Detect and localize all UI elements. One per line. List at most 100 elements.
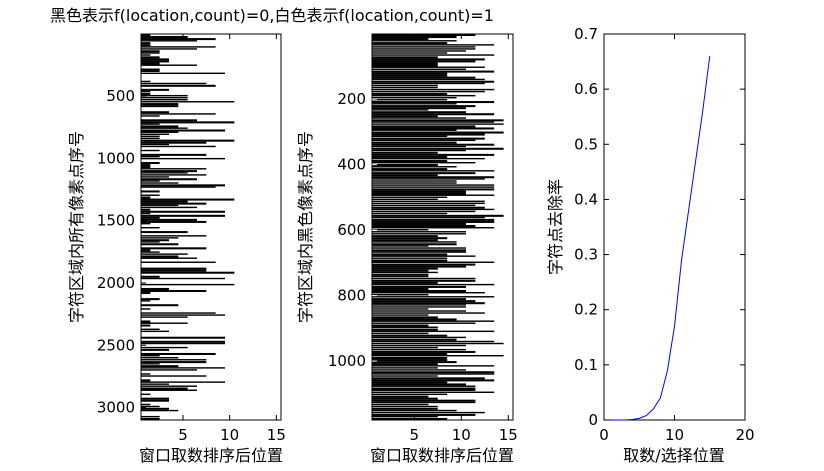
heatmap-all-pixels-row-run <box>141 239 169 242</box>
heatmap-black-pixels-row-run <box>372 304 466 306</box>
heatmap-black-pixels-row-run <box>372 385 476 387</box>
removal-rate-panel: 0 10 20 0 0.1 0.2 0.3 0.4 0.5 0.6 0.7 取数/选择位置 字符点… <box>546 25 755 465</box>
heatmap-all-pixels-row-run <box>141 330 169 333</box>
heatmap-all-pixels-row-run <box>141 44 151 47</box>
heatmap-black-pixels-row-run <box>372 411 485 414</box>
heatmap-black-pixels-row-run <box>372 324 429 327</box>
heatmap-black-pixels-row-run <box>372 263 476 266</box>
heatmap-black-pixels-row-run <box>372 407 438 410</box>
heatmap-all-pixels-row-run <box>141 251 160 253</box>
heatmap-black-pixels-row-run <box>372 415 438 418</box>
heatmap-black-pixels-y-tick-label: 200 <box>337 90 366 108</box>
heatmap-black-pixels-row-run <box>372 292 485 294</box>
heatmap-black-pixels-row-run <box>372 159 448 162</box>
heatmap-all-pixels-row-run <box>141 84 216 87</box>
heatmap-all-pixels-row-run <box>141 56 160 59</box>
heatmap-black-pixels-row-run <box>372 369 466 371</box>
heatmap-black-pixels-row-run <box>372 314 429 316</box>
heatmap-black-pixels-row-run <box>372 96 457 99</box>
removal-rate-y-tick-label: 0.6 <box>574 80 598 98</box>
heatmap-all-pixels-row-run <box>141 184 225 187</box>
heatmap-all-pixels-row-run <box>141 243 179 246</box>
heatmap-black-pixels-row-run <box>372 115 438 118</box>
heatmap-all-pixels-row-run <box>141 346 188 349</box>
heatmap-all-pixels-row-run <box>141 164 151 167</box>
heatmap-all-pixels-row-run <box>141 304 179 307</box>
heatmap-black-pixels-row-run <box>372 66 485 68</box>
heatmap-all-pixels-row-run <box>141 111 169 114</box>
heatmap-black-pixels-row-run <box>372 340 495 343</box>
heatmap-black-pixels-row-run <box>372 58 485 61</box>
heatmap-black-pixels-row-run <box>372 139 476 142</box>
heatmap-all-pixels-y-tick-label: 500 <box>106 87 135 105</box>
heatmap-black-pixels-row-run <box>372 68 466 70</box>
heatmap-black-pixels-row-run <box>372 133 485 136</box>
heatmap-black-pixels-row-run <box>372 46 476 48</box>
heatmap-black-pixels-row-run <box>372 283 495 286</box>
heatmap-all-pixels-row-run <box>141 182 179 184</box>
heatmap-all-pixels-row-run <box>141 373 151 375</box>
heatmap-black-pixels-row-run <box>372 117 466 119</box>
heatmap-all-pixels-row-run <box>141 137 160 140</box>
heatmap-black-pixels-row-run <box>372 273 429 276</box>
heatmap-black-pixels-row-run <box>372 192 466 195</box>
heatmap-black-pixels-row-run <box>372 208 495 211</box>
heatmap-black-pixels-row-run <box>372 42 448 45</box>
heatmap-black-pixels-row-run <box>372 48 476 50</box>
heatmap-black-pixels-row-run <box>372 271 438 274</box>
heatmap-black-pixels-row-run <box>372 391 495 393</box>
heatmap-all-pixels-row-run <box>141 52 160 54</box>
removal-rate-x-tick-label: 20 <box>735 426 754 444</box>
heatmap-black-pixels-row-run <box>372 180 457 182</box>
heatmap-black-pixels-y-tick-label: 800 <box>337 287 366 305</box>
removal-rate-x-ticks: 0 10 20 <box>599 34 755 444</box>
heatmap-all-pixels-row-run <box>141 145 216 148</box>
heatmap-black-pixels-row-run <box>372 328 438 331</box>
heatmap-black-pixels-row-run <box>372 216 485 219</box>
heatmap-all-pixels-row-run <box>141 253 188 255</box>
heatmap-black-pixels-row-run <box>372 153 495 156</box>
removal-rate-x-tick-label: 10 <box>665 426 684 444</box>
heatmap-black-pixels-row-run <box>372 285 466 288</box>
heatmap-black-pixels-row-run <box>372 80 495 83</box>
removal-rate-x-tick-label: 0 <box>599 426 609 444</box>
heatmap-black-pixels-row-run <box>372 44 495 46</box>
heatmap-black-pixels-row-run <box>372 373 495 375</box>
heatmap-black-pixels-row-run <box>372 174 438 177</box>
heatmap-black-pixels-row-run <box>372 387 476 390</box>
heatmap-black-pixels-row-run <box>372 212 448 215</box>
heatmap-all-pixels-row-run <box>141 200 188 203</box>
heatmap-all-pixels-row-run <box>141 241 160 243</box>
heatmap-all-pixels-row-run <box>141 409 179 412</box>
heatmap-all-pixels-row-run <box>141 359 207 361</box>
heatmap-all-pixels-row-run <box>141 48 197 50</box>
heatmap-black-pixels-row-run <box>372 300 476 303</box>
removal-rate-axes-box <box>603 33 746 421</box>
heatmap-black-pixels-row-run <box>372 56 438 59</box>
removal-rate-y-tick-label: 0.2 <box>574 301 598 319</box>
heatmap-all-pixels-row-run <box>141 121 235 124</box>
heatmap-all-pixels-y-tick-label: 3000 <box>97 399 135 417</box>
heatmap-all-pixels-row-run <box>141 80 151 83</box>
heatmap-black-pixels-row-run <box>372 161 476 164</box>
heatmap-black-pixels-row-run <box>372 90 485 93</box>
heatmap-black-pixels-row-run <box>372 395 429 398</box>
heatmap-black-pixels-y-tick-label: 1000 <box>328 352 366 370</box>
heatmap-all-pixels-row-run <box>141 166 151 169</box>
removal-rate-y-tick-label: 0.7 <box>574 25 598 43</box>
heatmap-black-pixels-row-run <box>372 348 466 351</box>
heatmap-black-pixels-row-run <box>372 417 448 420</box>
heatmap-all-pixels-row-run <box>141 92 151 95</box>
heatmap-black-pixels-row-run <box>372 107 466 110</box>
heatmap-black-pixels-row-run <box>372 52 448 54</box>
heatmap-all-pixels-row-run <box>141 161 160 165</box>
heatmap-black-pixels-row-run <box>372 109 429 111</box>
heatmap-black-pixels-row-run <box>372 247 466 249</box>
heatmap-black-pixels-row-run <box>372 357 448 360</box>
heatmap-all-pixels-x-tick-label: 15 <box>267 426 286 444</box>
heatmap-black-pixels-row-run <box>372 222 466 225</box>
heatmap-all-pixels-row-run <box>141 389 197 391</box>
heatmap-black-pixels-row-run <box>372 157 485 160</box>
heatmap-black-pixels-row-run <box>372 50 466 52</box>
heatmap-all-pixels-row-run <box>141 196 151 199</box>
